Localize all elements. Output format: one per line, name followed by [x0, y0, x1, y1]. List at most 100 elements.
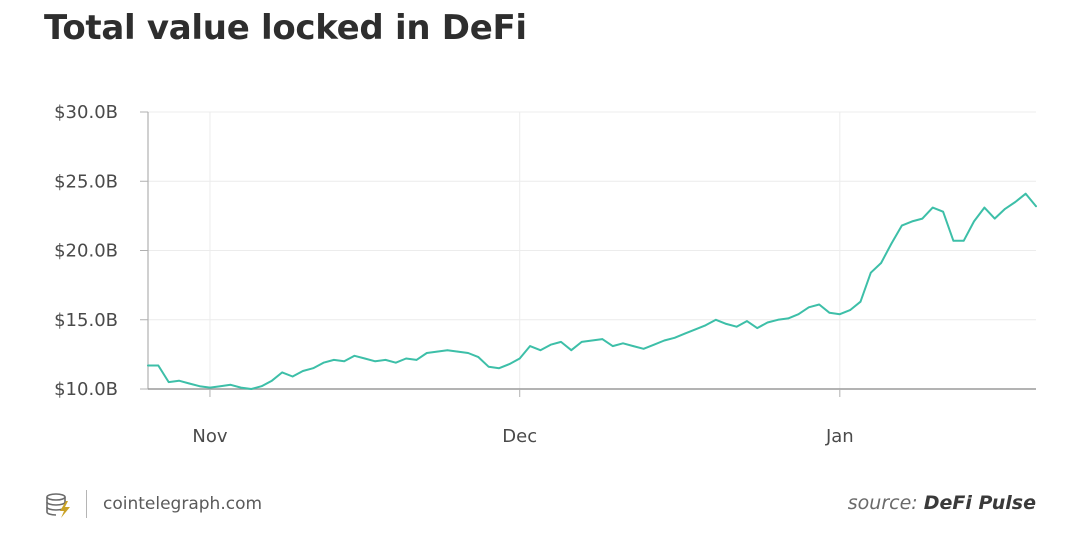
- data-point: [405, 357, 407, 360]
- y-tick-label: $20.0B: [54, 241, 118, 262]
- data-point: [911, 220, 913, 223]
- data-point: [684, 332, 686, 335]
- data-point: [715, 319, 717, 321]
- x-tick-label: Dec: [502, 426, 537, 447]
- data-point: [415, 359, 418, 361]
- y-tick-label: $10.0B: [54, 379, 118, 400]
- data-point: [704, 324, 707, 327]
- data-point: [601, 338, 604, 340]
- data-point: [1014, 201, 1017, 203]
- data-point: [642, 348, 645, 350]
- source-prefix: source:: [847, 492, 918, 514]
- data-point: [632, 345, 635, 347]
- data-point: [611, 345, 614, 347]
- data-point: [436, 350, 438, 353]
- data-point: [777, 319, 779, 321]
- data-point: [395, 361, 397, 364]
- data-point: [663, 339, 666, 342]
- data-point: [312, 367, 315, 370]
- data-point: [271, 379, 273, 382]
- data-point: [467, 352, 469, 354]
- x-tick-label: Nov: [192, 426, 227, 447]
- data-point: [890, 242, 893, 245]
- data-point: [746, 320, 748, 322]
- data-point: [993, 217, 996, 220]
- data-point: [622, 342, 624, 345]
- data-point: [178, 379, 180, 382]
- data-point: [901, 224, 903, 227]
- footer-divider: [86, 490, 87, 518]
- gridlines: [148, 111, 1036, 389]
- data-point: [973, 220, 975, 223]
- data-point: [219, 385, 222, 388]
- data-point: [240, 386, 242, 389]
- y-axis-ticks: $30.0B $25.0B $20.0B $15.0B $10.0B: [54, 102, 148, 400]
- data-point: [870, 271, 872, 274]
- data-point: [477, 356, 480, 358]
- data-point: [797, 313, 800, 316]
- data-point: [260, 385, 263, 388]
- data-point: [952, 240, 955, 242]
- data-point: [673, 337, 676, 339]
- data-point: [487, 366, 490, 368]
- data-point: [518, 357, 521, 360]
- data-point: [353, 355, 356, 357]
- data-point: [560, 341, 562, 343]
- data-point: [849, 309, 851, 311]
- data-point: [302, 370, 304, 372]
- data-point: [653, 343, 655, 346]
- data-point: [229, 384, 232, 386]
- data-point: [291, 375, 294, 378]
- data-point: [942, 210, 944, 213]
- data-point: [694, 328, 697, 331]
- data-point: [839, 313, 841, 316]
- y-tick-label: $30.0B: [54, 102, 118, 123]
- data-point: [508, 363, 511, 365]
- data-point: [364, 357, 366, 360]
- data-point: [962, 240, 965, 242]
- data-point: [374, 360, 377, 363]
- cointelegraph-logo-icon: [46, 493, 70, 518]
- data-point: [322, 361, 325, 364]
- data-point: [281, 371, 284, 374]
- y-tick-label: $25.0B: [54, 171, 118, 192]
- chart-title: Total value locked in DeFi: [44, 8, 527, 48]
- data-point: [426, 352, 428, 354]
- data-point: [549, 343, 552, 346]
- data-point: [725, 323, 727, 325]
- data-point: [818, 303, 820, 306]
- data-point: [570, 349, 573, 352]
- data-point: [250, 388, 253, 390]
- data-point: [1004, 208, 1006, 210]
- data-point: [931, 206, 934, 209]
- data-point: [580, 341, 583, 343]
- x-axis-ticks: Nov Dec Jan: [192, 389, 854, 447]
- x-tick-label: Jan: [825, 426, 854, 447]
- brand-footer: cointelegraph.com: [44, 488, 262, 520]
- data-point: [157, 364, 160, 367]
- data-point: [539, 349, 542, 352]
- data-point: [859, 300, 862, 303]
- data-point: [529, 345, 531, 347]
- data-point: [333, 359, 335, 361]
- data-point: [343, 360, 346, 363]
- data-point: [198, 385, 201, 388]
- data-point: [1035, 205, 1037, 207]
- data-point: [880, 262, 882, 264]
- data-point: [808, 306, 810, 309]
- site-name: cointelegraph.com: [103, 494, 263, 514]
- line-chart: $30.0B $25.0B $20.0B $15.0B $10.0B Nov Dec Jan: [54, 102, 1037, 447]
- data-point: [1024, 192, 1027, 195]
- data-point: [167, 381, 170, 383]
- series-layer: [147, 192, 1037, 390]
- data-point: [498, 367, 500, 370]
- data-point: [735, 325, 738, 328]
- y-tick-label: $15.0B: [54, 310, 118, 331]
- source-name: DeFi Pulse: [923, 492, 1036, 514]
- data-point: [787, 317, 789, 320]
- data-point: [209, 386, 211, 389]
- data-point: [756, 327, 758, 329]
- data-point: [188, 382, 191, 385]
- data-point: [766, 321, 769, 324]
- data-point: [828, 312, 831, 314]
